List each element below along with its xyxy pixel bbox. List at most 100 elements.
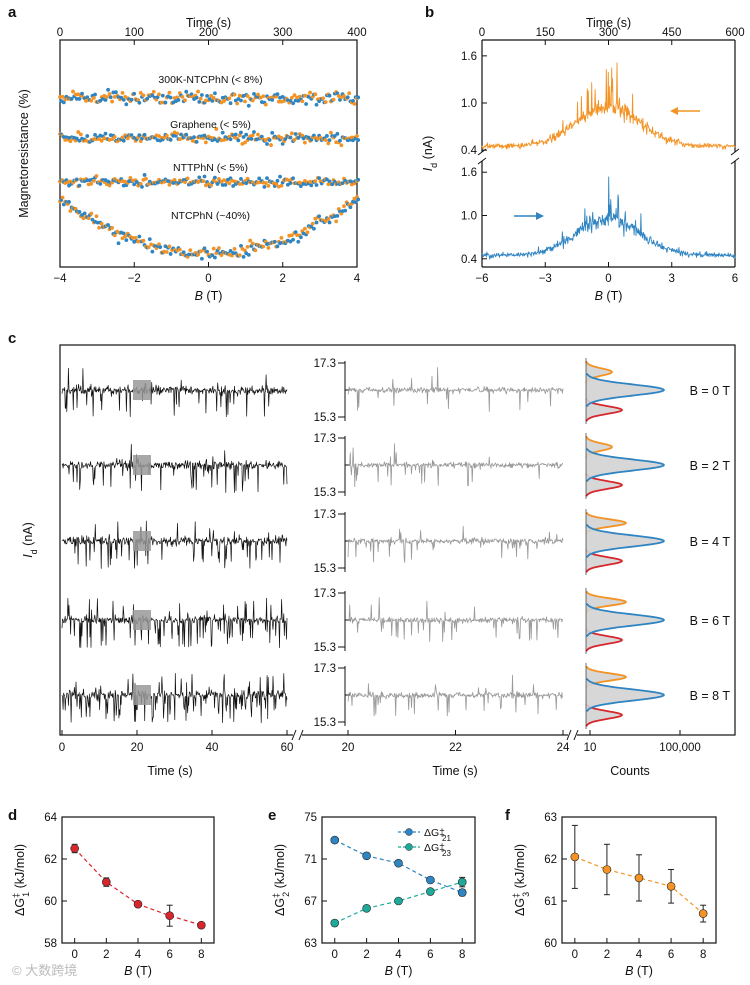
- panel-a-point: [211, 96, 216, 100]
- panel-a-point: [270, 130, 275, 135]
- panel-e-point: [426, 875, 435, 885]
- panel-d-ytick-label: 64: [44, 812, 57, 824]
- panel-d-xlabel-unit: (T): [132, 964, 151, 978]
- panel-a-point: [262, 184, 267, 189]
- panel-a-point: [74, 177, 79, 182]
- panel-a-point: [231, 184, 236, 188]
- panel-b-xlabel: B (T): [595, 289, 623, 303]
- panel-a-point: [223, 182, 228, 187]
- panel-a-point: [85, 134, 90, 138]
- panel-e-point: [394, 858, 403, 868]
- panel-b-series-1: [481, 176, 736, 260]
- panel-a-point: [232, 92, 237, 97]
- panel-a-point: [77, 97, 82, 101]
- panel-a-point: [237, 253, 242, 258]
- panel-a-x2tick-label: 300: [273, 27, 292, 39]
- panel-a-point: [345, 95, 350, 100]
- panel-a-point: [120, 90, 125, 95]
- panel-a-point: [220, 130, 225, 135]
- panel-d-ytick-label: 58: [44, 938, 57, 950]
- panel-c-hist-blue-4-fill: [586, 678, 664, 712]
- panel-a-point: [332, 134, 337, 138]
- panel-b-ytick-label: 1.6: [461, 167, 477, 179]
- panel-a-point: [77, 138, 82, 143]
- panel-d-ylabel-sub: 1: [21, 892, 31, 897]
- panel-e-frame: [321, 816, 476, 944]
- panel-a-point: [356, 138, 361, 142]
- panel-f-xtick-label: 2: [604, 949, 610, 961]
- panel-f-point: [570, 852, 580, 862]
- panel-a-point: [209, 183, 214, 188]
- panel-a-point: [142, 173, 147, 177]
- panel-a-point: [94, 214, 99, 219]
- panel-e-legend-sub: 21: [442, 834, 451, 843]
- panel-a-point: [68, 209, 73, 213]
- panel-c-left-xtick-label: 20: [131, 742, 144, 754]
- panel-a-point: [168, 252, 173, 256]
- panel-a-point: [203, 140, 208, 145]
- panel-c-row-3: 17.3 15.3 B = 6 T: [61, 588, 730, 654]
- panel-c-hist-blue-2-fill: [586, 524, 664, 558]
- panel-a-point: [253, 248, 258, 253]
- panel-a-xtick-label: −4: [53, 273, 67, 285]
- panel-a-point: [192, 135, 196, 140]
- panel-a-point: [263, 102, 268, 107]
- panel-c-mid-trace-3: [347, 597, 563, 643]
- panel-c-ylabel-text: Id (nA): [21, 522, 39, 558]
- panel-a-point: [217, 246, 221, 250]
- panel-c-frame: [59, 344, 736, 736]
- panel-a-point: [291, 176, 295, 181]
- panel-a-point: [317, 214, 322, 219]
- panel-a-point: [292, 93, 297, 97]
- panel-a-point: [108, 95, 113, 100]
- panel-d-xtick-label: 2: [103, 949, 109, 961]
- panel-letter-e: e: [268, 807, 276, 824]
- panel-c-hist-blue-1-fill: [586, 448, 664, 482]
- panel-c-ylabel: Id (nA): [21, 522, 39, 558]
- panel-e-series-line-0: [334, 839, 463, 894]
- panel-c-hist-blue-4: [586, 678, 665, 712]
- panel-a-point: [69, 97, 74, 101]
- panel-a-series-label-3: NTCPhN (~40%): [171, 210, 250, 222]
- panel-d-point: [197, 920, 206, 930]
- panel-a-point: [243, 140, 247, 145]
- panel-c-mid-ytick-label: 17.3: [314, 433, 336, 445]
- panel-a-point: [342, 94, 346, 99]
- panel-e-point: [457, 877, 467, 887]
- panel-a-point: [340, 181, 345, 186]
- panel-b-ylabel: Id (nA): [421, 136, 439, 172]
- panel-a-point: [89, 181, 94, 186]
- panel-e-legend-label-0: ΔG‡21: [424, 827, 451, 843]
- panel-a-point: [181, 250, 186, 255]
- panel-a-point: [120, 236, 125, 241]
- panel-a-point: [121, 97, 126, 102]
- panel-a-point: [121, 231, 126, 236]
- panel-a-point: [353, 200, 358, 205]
- panel-f-xlabel-unit: (T): [633, 964, 652, 978]
- panel-a-point: [137, 234, 142, 239]
- panel-a-point: [245, 245, 250, 249]
- panel-a-point: [76, 130, 81, 134]
- panel-a-point: [188, 248, 193, 253]
- panel-a-point: [141, 93, 146, 98]
- panel-a-point: [91, 137, 96, 141]
- panel-a-series-0: [58, 87, 361, 108]
- panel-e-xtick-label: 0: [332, 949, 338, 961]
- panel-a-point: [227, 181, 232, 186]
- panel-b-xtick-label: 0: [605, 273, 611, 285]
- panel-a-point: [293, 132, 298, 136]
- panel-e-xlabel-unit: (T): [393, 964, 412, 978]
- panel-a-point: [302, 226, 307, 231]
- panel-a-point: [259, 134, 264, 139]
- panel-a-point: [239, 98, 243, 103]
- panel-a-point: [167, 244, 172, 249]
- panel-a-point: [91, 178, 96, 183]
- panel-a-point: [348, 205, 353, 210]
- panel-a-point: [275, 92, 280, 97]
- panel-a-point: [279, 235, 284, 240]
- panel-c-row-2: 17.3 15.3 B = 4 T: [61, 509, 730, 575]
- panel-d-point: [133, 899, 143, 909]
- panel-b-series-0: [481, 62, 736, 150]
- panel-c-right-xtick-label: 100,000: [659, 742, 701, 754]
- panel-a-point: [94, 174, 99, 178]
